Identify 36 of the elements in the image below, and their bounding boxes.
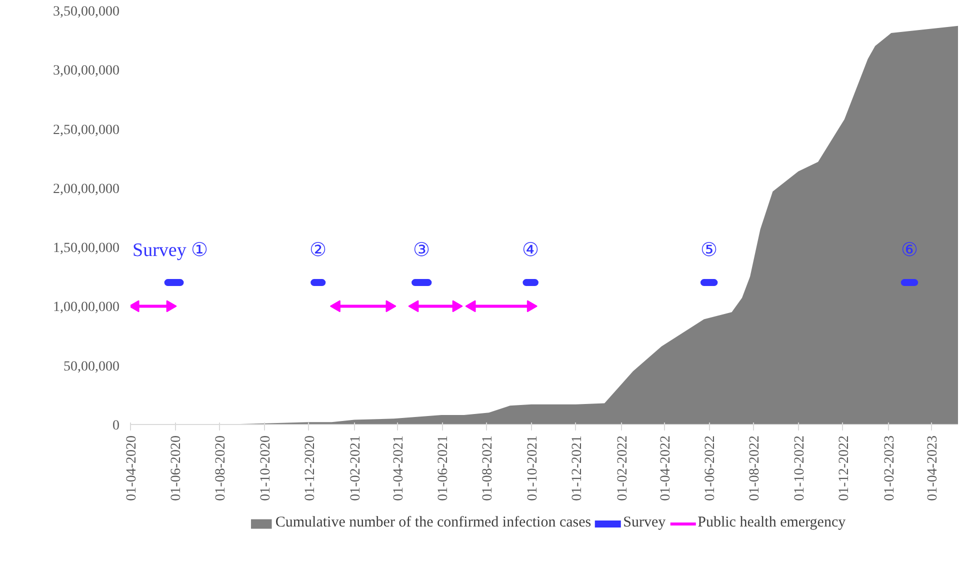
x-tick-label: 01-06-2020	[169, 435, 184, 501]
x-tick-label: 01-04-2020	[124, 435, 140, 501]
x-tick-label: 01-12-2022	[836, 435, 852, 501]
legend-label: Cumulative number of the confirmed infection cases	[275, 514, 592, 532]
annotation: ⑥	[900, 240, 918, 262]
x-tick-label: 01-10-2020	[258, 435, 274, 501]
y-tick-label: 50,00,000	[64, 359, 120, 374]
x-tick-label: 01-08-2022	[748, 435, 763, 501]
y-tick-label: 2,00,00,000	[53, 182, 120, 197]
legend-label: Survey	[623, 514, 666, 532]
annotation: Survey ①	[132, 240, 208, 262]
y-tick-label: 0	[112, 418, 120, 434]
x-tick-label: 01-02-2022	[615, 435, 630, 501]
x-tick-label: 01-02-2021	[348, 435, 364, 501]
annotation: ③	[413, 240, 430, 262]
x-tick-label: 01-12-2021	[570, 435, 585, 501]
x-tick-label: 01-04-2021	[391, 435, 406, 501]
x-tick-label: 01-10-2021	[525, 435, 540, 501]
y-tick-label: 3,50,00,000	[53, 4, 120, 20]
x-tick-label: 01-04-2023	[925, 435, 940, 501]
x-tick-label: 01-08-2021	[480, 435, 496, 501]
x-tick-label: 01-06-2021	[436, 435, 452, 501]
y-tick-label: 1,50,00,000	[53, 241, 120, 256]
x-tick-label: 01-10-2022	[792, 435, 808, 501]
y-tick-label: 2,50,00,000	[53, 122, 120, 138]
y-tick-label: 3,00,00,000	[53, 64, 120, 79]
x-tick-label: 01-02-2023	[882, 435, 898, 501]
x-tick-label: 01-12-2020	[302, 435, 318, 501]
y-tick-label: 1,00,00,000	[53, 300, 120, 316]
x-tick-label: 01-08-2020	[214, 435, 229, 501]
annotation: ②	[310, 240, 327, 262]
x-tick-label: 01-04-2022	[658, 435, 674, 501]
annotation: ④	[522, 240, 540, 262]
annotation: ⑤	[700, 240, 718, 262]
x-tick-label: 01-06-2022	[703, 435, 718, 501]
legend-label: Public health emergency	[698, 514, 846, 532]
